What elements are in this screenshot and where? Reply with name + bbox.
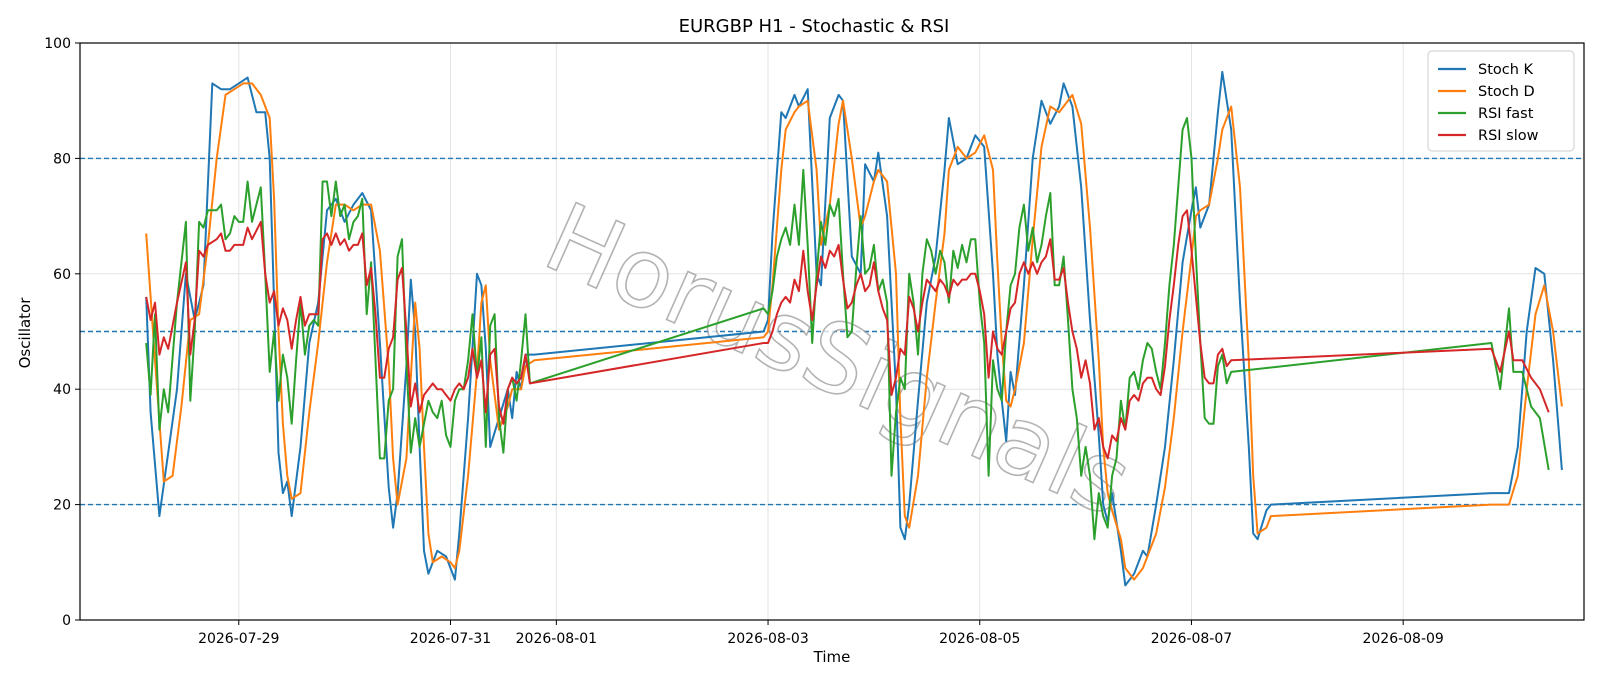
y-tick-label: 0 bbox=[62, 613, 71, 629]
chart-title: EURGBP H1 - Stochastic & RSI bbox=[679, 16, 950, 37]
y-tick-label: 40 bbox=[53, 382, 71, 398]
legend: Stoch K Stoch D RSI fast RSI slow bbox=[1427, 50, 1575, 152]
x-tick-label: 2026-08-05 bbox=[939, 631, 1020, 647]
y-tick-label: 60 bbox=[53, 267, 71, 283]
plot-frame bbox=[79, 42, 1585, 621]
x-tick-label: 2026-08-03 bbox=[727, 631, 808, 647]
legend-label: Stoch D bbox=[1478, 84, 1535, 100]
series-line-stoch-d bbox=[145, 82, 1563, 581]
y-axis-ticks: 0 20 40 60 80 100 bbox=[44, 36, 80, 629]
series-line-rsi-fast bbox=[145, 117, 1550, 541]
reference-lines bbox=[80, 157, 1584, 506]
x-tick-label: 2026-08-09 bbox=[1362, 631, 1443, 647]
x-tick-label: 2026-08-01 bbox=[516, 631, 597, 647]
series-line-rsi-slow bbox=[145, 209, 1550, 460]
x-axis-ticks: 2026-07-29 2026-07-31 2026-08-01 2026-08-03… bbox=[198, 620, 1444, 647]
x-axis-title: Time bbox=[813, 648, 851, 666]
y-tick-label: 100 bbox=[44, 36, 71, 52]
series-lines bbox=[145, 70, 1563, 587]
y-tick-label: 20 bbox=[53, 498, 71, 514]
y-tick-label: 80 bbox=[53, 151, 71, 167]
x-tick-label: 2026-08-07 bbox=[1151, 631, 1232, 647]
legend-label: Stoch K bbox=[1478, 62, 1534, 78]
x-tick-label: 2026-07-29 bbox=[198, 631, 279, 647]
y-axis-title: Oscillator bbox=[16, 297, 34, 369]
legend-label: RSI slow bbox=[1478, 128, 1539, 144]
x-tick-label: 2026-07-31 bbox=[410, 631, 491, 647]
legend-label: RSI fast bbox=[1478, 106, 1534, 122]
legend-box bbox=[1427, 50, 1575, 152]
